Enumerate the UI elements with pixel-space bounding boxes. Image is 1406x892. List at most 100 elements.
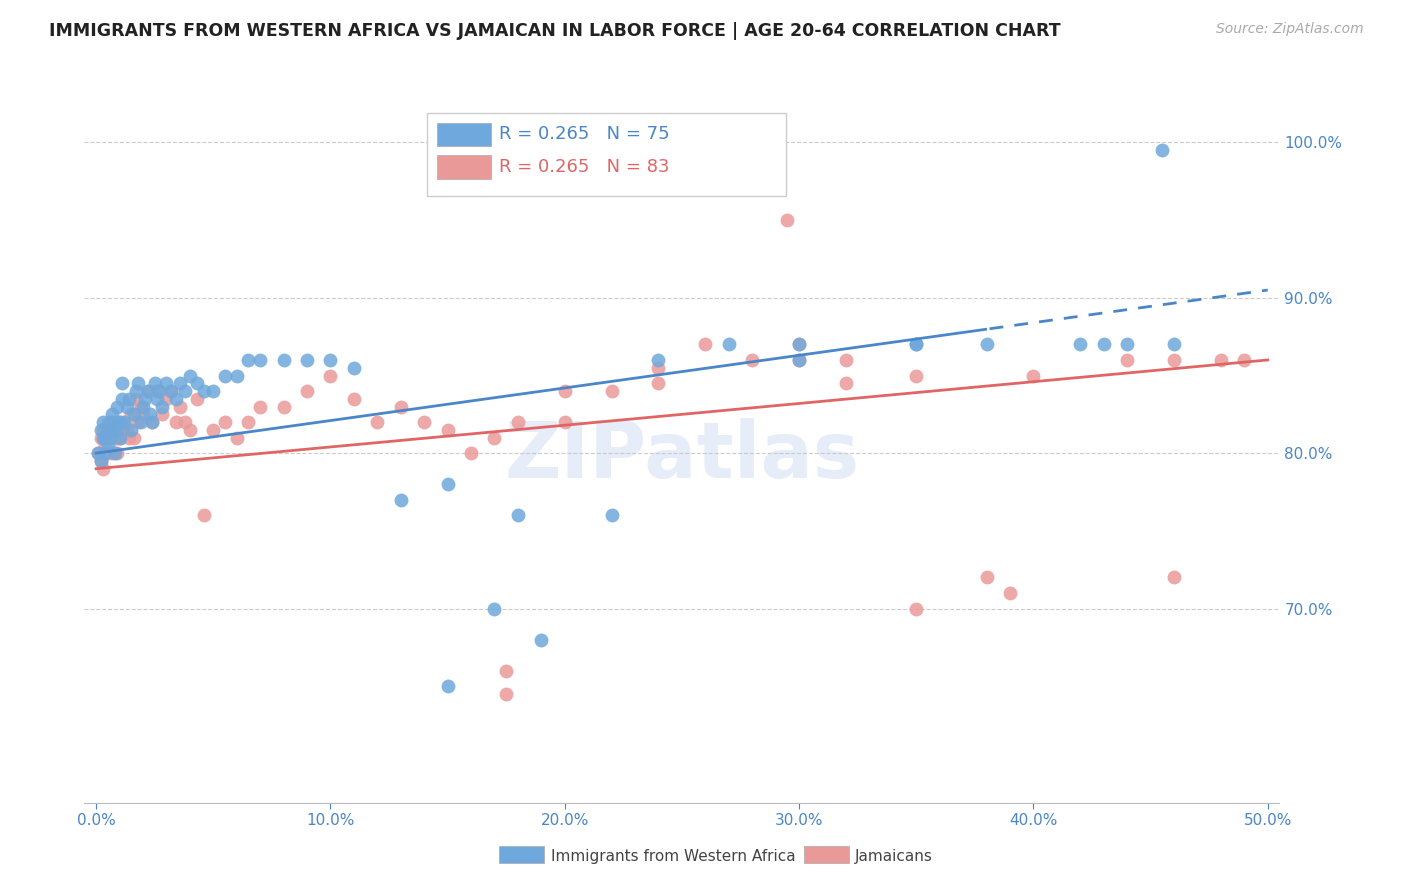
Point: [125, 392, 148, 406]
Point: [495, 664, 517, 678]
Point: [976, 337, 998, 351]
Point: [225, 431, 247, 445]
Point: [97, 415, 120, 429]
Point: [134, 392, 156, 406]
Point: [132, 400, 155, 414]
Point: [319, 368, 342, 383]
Point: [484, 431, 506, 445]
Point: [91, 415, 114, 429]
Point: [787, 353, 810, 368]
Point: [389, 492, 412, 507]
Point: [273, 353, 295, 368]
Point: [132, 408, 155, 422]
Point: [105, 423, 128, 437]
Point: [108, 415, 131, 429]
Point: [905, 601, 928, 615]
Point: [1152, 143, 1174, 157]
Point: [647, 353, 669, 368]
Point: [484, 601, 506, 615]
Point: [94, 438, 117, 452]
Point: [295, 384, 318, 398]
Point: [600, 508, 623, 523]
Point: [141, 415, 163, 429]
Point: [295, 353, 318, 368]
Point: [111, 392, 134, 406]
Point: [554, 384, 576, 398]
Text: Immigrants from Western Africa: Immigrants from Western Africa: [551, 849, 796, 863]
Point: [146, 384, 169, 398]
Point: [202, 423, 225, 437]
FancyBboxPatch shape: [437, 123, 491, 146]
Point: [90, 454, 112, 468]
Point: [179, 368, 201, 383]
Point: [787, 337, 810, 351]
Point: [169, 400, 191, 414]
Point: [101, 446, 124, 460]
FancyBboxPatch shape: [427, 112, 786, 196]
Point: [600, 384, 623, 398]
Point: [717, 174, 740, 188]
Point: [97, 438, 120, 452]
Point: [717, 337, 740, 351]
Point: [141, 415, 163, 429]
Point: [136, 384, 159, 398]
Point: [108, 431, 131, 445]
Point: [98, 431, 121, 445]
Point: [249, 353, 271, 368]
Point: [150, 408, 173, 422]
Point: [1116, 337, 1139, 351]
Point: [90, 423, 112, 437]
Point: [647, 376, 669, 391]
Point: [319, 353, 342, 368]
Point: [160, 384, 183, 398]
Point: [165, 415, 187, 429]
Point: [530, 632, 553, 647]
Point: [90, 454, 112, 468]
Point: [125, 384, 148, 398]
Point: [506, 508, 529, 523]
Point: [105, 400, 128, 414]
Point: [1209, 353, 1232, 368]
Point: [101, 423, 124, 437]
Point: [273, 400, 295, 414]
Point: [122, 431, 145, 445]
Text: Jamaicans: Jamaicans: [855, 849, 932, 863]
Point: [169, 376, 191, 391]
Point: [105, 431, 128, 445]
Point: [118, 431, 141, 445]
Point: [787, 353, 810, 368]
Point: [91, 461, 114, 475]
Point: [343, 360, 366, 375]
Point: [214, 368, 236, 383]
Point: [127, 415, 149, 429]
Point: [112, 415, 135, 429]
Point: [600, 151, 623, 165]
Point: [202, 384, 225, 398]
Point: [98, 415, 121, 429]
Point: [91, 423, 114, 437]
Text: IMMIGRANTS FROM WESTERN AFRICA VS JAMAICAN IN LABOR FORCE | AGE 20-64 CORRELATIO: IMMIGRANTS FROM WESTERN AFRICA VS JAMAIC…: [49, 22, 1062, 40]
Point: [905, 337, 928, 351]
Point: [143, 376, 166, 391]
Point: [436, 477, 458, 491]
Point: [186, 376, 208, 391]
Point: [155, 376, 177, 391]
Point: [1069, 337, 1091, 351]
Point: [104, 446, 127, 460]
Point: [87, 446, 110, 460]
Point: [87, 446, 110, 460]
Text: R = 0.265   N = 75: R = 0.265 N = 75: [499, 126, 669, 144]
Point: [115, 423, 138, 437]
Point: [1116, 353, 1139, 368]
Point: [366, 415, 388, 429]
Point: [741, 353, 763, 368]
Point: [647, 360, 669, 375]
Point: [214, 415, 236, 429]
Point: [554, 415, 576, 429]
Point: [120, 423, 142, 437]
Point: [460, 182, 482, 196]
Point: [139, 408, 162, 422]
Point: [776, 213, 799, 227]
Point: [105, 446, 128, 460]
Point: [112, 415, 135, 429]
